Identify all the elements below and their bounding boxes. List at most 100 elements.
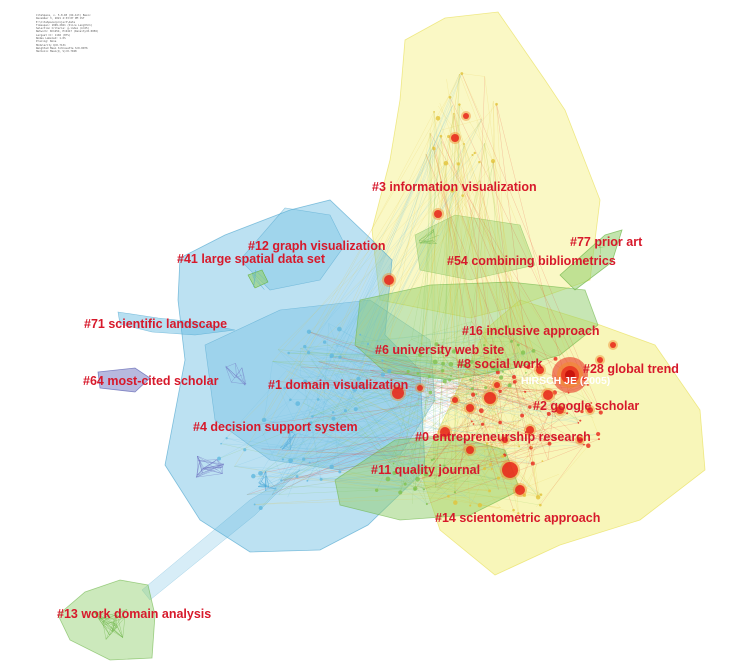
node — [469, 504, 472, 507]
link — [305, 381, 500, 391]
link — [453, 113, 499, 373]
web-link — [222, 463, 224, 466]
node — [451, 134, 459, 142]
node — [526, 426, 534, 434]
link — [282, 433, 599, 460]
link — [452, 105, 529, 368]
node — [434, 342, 439, 347]
web-link — [261, 471, 266, 482]
link — [300, 348, 425, 490]
node — [337, 326, 342, 332]
node — [322, 340, 327, 344]
link — [234, 144, 435, 467]
web-link — [286, 431, 291, 446]
link — [434, 345, 476, 398]
link — [257, 373, 364, 480]
cluster-label-1: #1 domain visualization — [268, 378, 408, 392]
node — [552, 390, 557, 395]
link — [263, 361, 273, 420]
link — [425, 153, 485, 346]
metadata-line: Nodes Labeled: 1.0% — [36, 37, 66, 41]
link — [429, 133, 435, 346]
link — [493, 101, 502, 345]
link — [468, 419, 547, 456]
node — [471, 392, 476, 397]
link — [419, 352, 519, 369]
link — [433, 111, 471, 506]
web-link — [423, 240, 433, 242]
metadata-line: Harmonic Mean(Q, S)=0.7948 — [36, 50, 77, 54]
link — [382, 111, 435, 375]
link — [530, 413, 549, 448]
node — [441, 361, 445, 366]
web-link — [99, 617, 125, 619]
node — [258, 506, 263, 511]
link — [307, 357, 455, 481]
node — [439, 134, 443, 138]
link — [262, 111, 435, 436]
node — [597, 357, 603, 363]
link — [308, 352, 519, 361]
web-link — [203, 467, 223, 474]
link — [400, 141, 442, 493]
web-link — [201, 466, 223, 471]
link — [291, 431, 395, 461]
node — [384, 275, 394, 285]
link — [311, 334, 522, 360]
web-link — [598, 244, 601, 248]
link — [420, 349, 520, 486]
cluster-label-11: #11 quality journal — [371, 463, 480, 477]
link — [421, 331, 492, 344]
node — [553, 436, 557, 440]
node — [287, 351, 290, 355]
link — [264, 419, 520, 486]
node — [422, 488, 425, 491]
node — [501, 454, 505, 458]
link — [316, 424, 483, 452]
node — [512, 380, 517, 384]
node — [473, 151, 476, 155]
link — [417, 373, 464, 384]
link — [439, 103, 557, 418]
link — [330, 356, 575, 387]
link — [547, 392, 555, 460]
metadata-line: E:\CiteSpace\project\data — [36, 20, 76, 24]
link — [339, 356, 568, 414]
web-link — [197, 455, 223, 474]
link — [455, 190, 520, 447]
link — [370, 369, 568, 414]
web-link — [419, 240, 437, 244]
node — [458, 103, 461, 106]
cluster-label-2: #2 google scholar — [533, 399, 639, 413]
link — [414, 468, 485, 490]
link — [318, 361, 568, 414]
link — [316, 380, 547, 391]
web-link — [261, 481, 266, 485]
link — [350, 371, 503, 394]
node — [413, 488, 417, 491]
link — [478, 190, 492, 469]
web-link — [253, 277, 265, 290]
node — [361, 386, 366, 391]
node — [553, 356, 558, 361]
link — [426, 459, 549, 505]
link — [322, 323, 329, 433]
link — [304, 347, 449, 497]
node — [512, 508, 515, 512]
link — [311, 359, 357, 389]
link — [287, 73, 460, 498]
link — [446, 78, 489, 353]
link — [331, 355, 515, 378]
node — [303, 344, 307, 349]
node — [418, 353, 422, 357]
node — [453, 491, 456, 494]
link — [282, 437, 599, 440]
node — [504, 365, 506, 368]
link — [226, 438, 460, 471]
link — [363, 361, 472, 393]
link — [393, 367, 493, 464]
web-link — [231, 382, 247, 385]
link — [339, 352, 519, 473]
link — [492, 161, 517, 367]
node — [432, 458, 435, 461]
